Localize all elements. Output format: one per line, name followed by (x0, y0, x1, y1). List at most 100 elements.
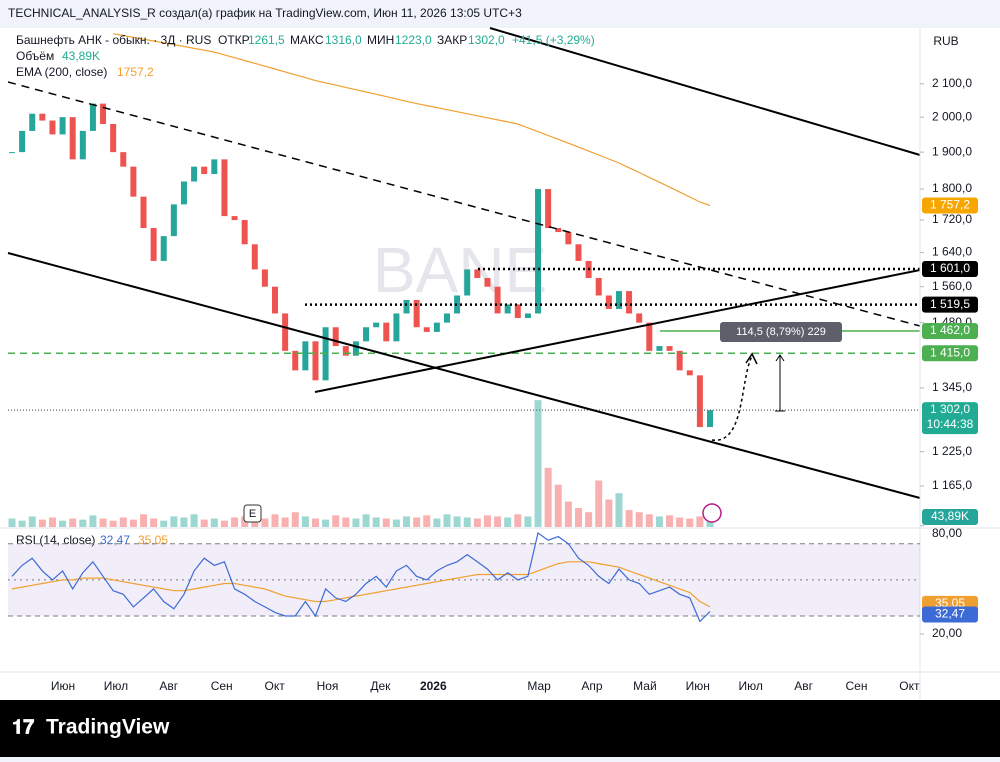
volume-bar (342, 517, 350, 527)
y-tick-label: 1 800,0 (932, 181, 972, 195)
candle (383, 322, 390, 342)
volume-bar (332, 515, 340, 527)
price-badge (922, 197, 978, 214)
candle (261, 269, 268, 287)
candle (363, 327, 370, 342)
chart-area (0, 28, 1000, 700)
volume-bar (625, 510, 633, 527)
price-badge (922, 322, 978, 339)
candle (342, 346, 349, 356)
candle (413, 299, 420, 328)
legend-open: 1261,5 (248, 33, 285, 47)
volume-bar (615, 493, 623, 527)
candle (150, 228, 157, 261)
volume-bar (119, 517, 127, 527)
volume-bar (676, 517, 684, 527)
projection-arrow (711, 355, 753, 441)
volume-bar (281, 517, 289, 527)
volume-bar (109, 520, 117, 527)
candle (535, 189, 542, 314)
news-icon[interactable] (702, 503, 722, 523)
candle (555, 228, 562, 233)
candle (626, 291, 633, 314)
candle (241, 220, 248, 245)
candle (393, 313, 400, 342)
legend: Башнефть АНК - обыкн. · 3Д · RUS ОТКР 12… (16, 33, 595, 547)
candle (514, 304, 521, 319)
legend-close-label: ЗАКР (437, 33, 467, 47)
y-tick-label: 1 225,0 (932, 444, 972, 458)
candle (646, 322, 653, 351)
event-box[interactable] (243, 504, 262, 523)
candle (29, 113, 36, 131)
candle (302, 341, 309, 371)
volume-bar (443, 514, 451, 527)
price-badge-label: 1 519,5 (930, 297, 970, 311)
volume-bar (140, 514, 148, 527)
volume-bar (382, 518, 390, 527)
candle (231, 216, 238, 221)
x-tick-label: Апр (581, 679, 603, 693)
volume-bar (150, 518, 158, 527)
volume-bar (99, 518, 107, 527)
candle (140, 196, 147, 229)
candle (191, 166, 198, 182)
volume-bar (524, 516, 532, 527)
candle (201, 166, 208, 175)
header-text: TECHNICAL_ANALYSIS_R создал(а) график на… (8, 6, 522, 20)
volume-bar (322, 519, 330, 527)
event-marker[interactable]: E (249, 508, 256, 520)
volume-bar (18, 520, 26, 527)
candle (696, 375, 703, 428)
logo-mark: 𝟏𝟕 (12, 716, 34, 738)
candle (484, 278, 491, 287)
measure-box (720, 322, 842, 342)
candle (454, 295, 461, 314)
price-badge-label: 1 757,2 (930, 198, 970, 212)
candle (19, 130, 26, 153)
rsi-tick-label: 20,00 (932, 626, 962, 640)
x-tick-label: Окт (899, 679, 920, 693)
volume-bar (38, 519, 46, 527)
candle (221, 159, 228, 217)
volume-bar (210, 518, 218, 527)
x-tick-label: Сен (846, 679, 868, 693)
volume-bar (635, 512, 643, 527)
candle (524, 313, 531, 319)
legend-volume-label: Объём (16, 49, 54, 63)
volume-bar (696, 516, 704, 527)
volume-bar (362, 514, 370, 527)
volume-bar (463, 517, 471, 527)
candle (130, 166, 137, 197)
candle (443, 313, 450, 323)
price-badge (922, 296, 978, 313)
x-tick-label: 2026 (420, 679, 447, 693)
volume-bar (544, 467, 552, 527)
volume-bar (574, 507, 582, 527)
rsi-line (11, 531, 711, 623)
y-tick-label: 1 640,0 (932, 245, 972, 259)
candle (403, 299, 410, 314)
legend-high-label: МАКС (290, 33, 324, 47)
volume-bar (473, 518, 481, 527)
volume-bar (261, 518, 269, 527)
volume-bar (271, 514, 279, 527)
price-badge (922, 345, 978, 362)
y-tick-label: 1 345,0 (932, 380, 972, 394)
volume-bar (129, 519, 137, 527)
price-badge-label: 1 462,0 (930, 323, 970, 337)
volume-bar (160, 520, 168, 527)
logo: TradingView (46, 716, 170, 739)
candle (211, 159, 218, 175)
volume-bar (645, 514, 653, 527)
candle (474, 269, 481, 279)
y-tick-label: 1 900,0 (932, 144, 972, 158)
legend-close: 1302,0 (468, 33, 505, 47)
arrow-head (745, 352, 758, 365)
candle (615, 291, 622, 309)
volume-bar (433, 518, 441, 527)
x-tick-label: Июн (686, 679, 710, 693)
legend-symbol: Башнефть АНК - обыкн. · 3Д · RUS (16, 33, 211, 47)
candle (251, 244, 258, 270)
